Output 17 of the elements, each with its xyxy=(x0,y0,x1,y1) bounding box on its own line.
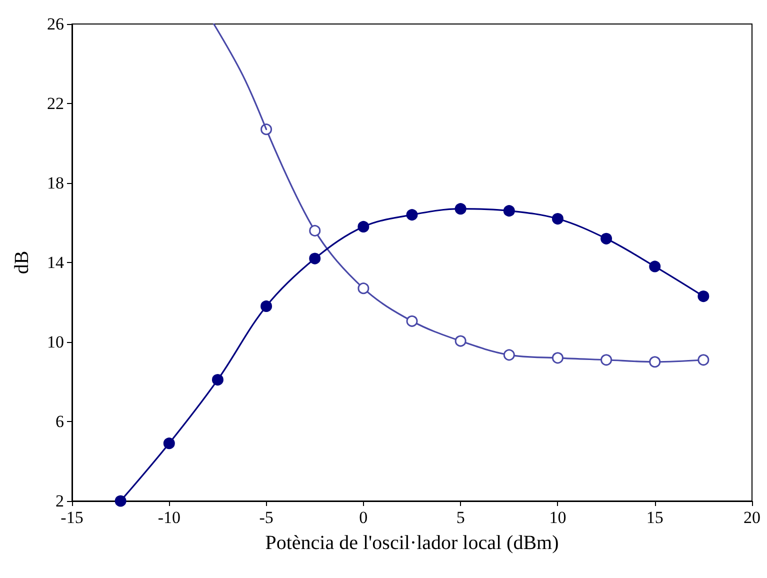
x-tick-label: -5 xyxy=(259,508,274,527)
x-tick-label: 15 xyxy=(646,508,664,527)
y-tick-label: 10 xyxy=(47,332,64,352)
y-tick-label: 14 xyxy=(47,253,64,272)
x-axis-title: Potència de l'oscil·lador local (dBm) xyxy=(265,532,559,554)
y-axis-title: dB xyxy=(11,250,33,274)
y-tick-label: 18 xyxy=(47,174,64,192)
y-tick-label: 26 xyxy=(47,14,64,34)
y-tick-label: 2 xyxy=(56,492,64,510)
x-tick-label: 20 xyxy=(744,508,760,527)
y-tick-label: 22 xyxy=(47,94,64,113)
x-tick-label: -10 xyxy=(158,508,180,527)
y-tick-label: 6 xyxy=(56,412,64,431)
x-tick-label: 5 xyxy=(456,508,465,527)
x-tick-label: 0 xyxy=(359,508,368,527)
x-tick-label: 10 xyxy=(549,508,566,527)
x-tick-label: -15 xyxy=(60,508,84,527)
